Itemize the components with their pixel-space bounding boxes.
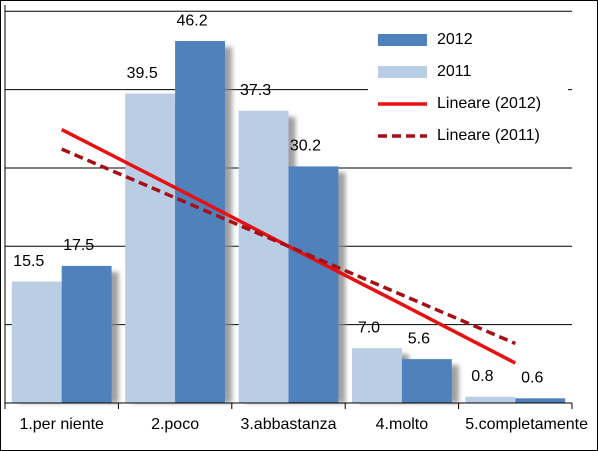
x-tick-label: 1.per niente — [19, 416, 104, 433]
legend-label: Lineare (2011) — [437, 127, 540, 144]
trend-line — [61, 147, 516, 346]
x-tick-label: 2.poco — [151, 416, 199, 433]
legend: 2012 2011 Lineare (2012) Lineare (2011) — [368, 18, 568, 160]
bar — [515, 398, 566, 403]
legend-label: 2012 — [437, 31, 473, 48]
bar — [175, 41, 225, 404]
legend-swatch — [378, 34, 427, 46]
x-tick-label: 4.molto — [376, 416, 429, 433]
data-label: 0.8 — [471, 368, 493, 385]
legend-swatch — [378, 66, 427, 78]
bar — [465, 396, 516, 403]
bar — [288, 166, 339, 403]
data-label: 7.0 — [358, 319, 380, 336]
data-label: 37.3 — [240, 82, 271, 99]
bar — [238, 110, 289, 404]
x-tick-label: 5.completamente — [465, 416, 588, 433]
bar — [401, 359, 452, 403]
data-label: 0.6 — [521, 370, 543, 387]
data-label: 46.2 — [176, 12, 207, 29]
bar — [125, 93, 176, 403]
x-tick-label: 3.abbastanza — [240, 416, 336, 433]
bar — [352, 348, 402, 403]
data-label: 17.5 — [63, 237, 94, 254]
data-label: 30.2 — [290, 138, 321, 155]
bar — [61, 265, 112, 403]
data-label: 39.5 — [127, 65, 158, 82]
legend-label: 2011 — [437, 63, 472, 80]
legend-label: Lineare (2012) — [437, 95, 541, 112]
bar — [11, 281, 62, 403]
data-label: 5.6 — [408, 330, 430, 347]
data-label: 15.5 — [13, 253, 44, 270]
